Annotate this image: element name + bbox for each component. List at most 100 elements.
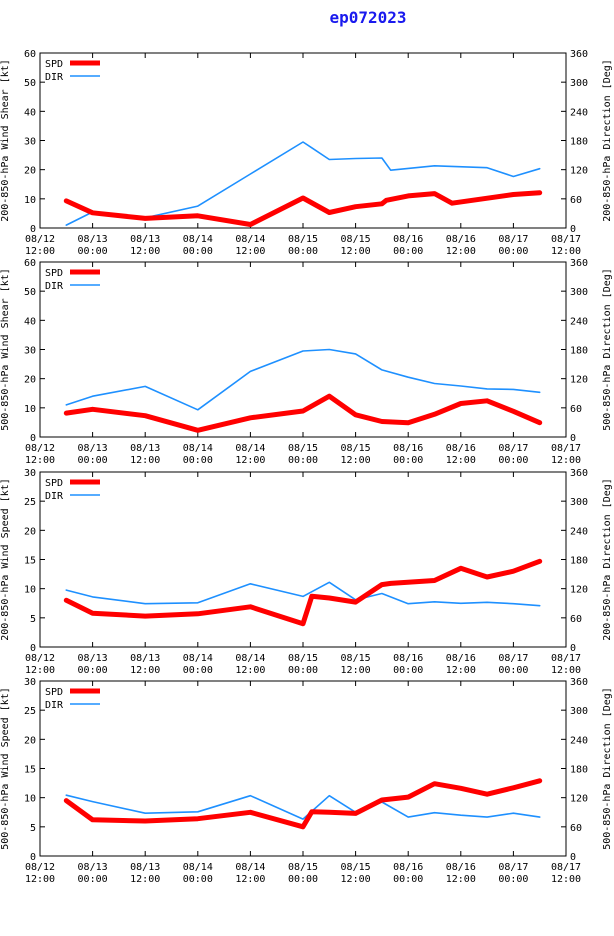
x-tick-label: 08/16 [446, 653, 476, 664]
dir-series-line [65, 141, 541, 226]
x-tick-label: 08/13 [78, 234, 108, 245]
x-tick-label: 12:00 [446, 246, 476, 257]
y2-tick-label: 300 [570, 287, 588, 298]
x-tick-label: 08/13 [78, 862, 108, 873]
y2-tick-label: 120 [570, 585, 588, 596]
legend-label-spd: SPD [45, 59, 63, 70]
y2-tick-label: 360 [570, 49, 588, 60]
y-tick-label: 30 [24, 346, 36, 357]
x-tick-label: 12:00 [130, 665, 160, 676]
x-tick-label: 08/14 [235, 443, 265, 454]
x-tick-label: 08/17 [498, 443, 528, 454]
y-tick-label: 5 [30, 823, 36, 834]
x-tick-label: 12:00 [25, 874, 55, 885]
x-tick-label: 08/16 [446, 862, 476, 873]
x-tick-label: 08/15 [288, 862, 318, 873]
y-tick-label: 10 [24, 585, 36, 596]
x-tick-label: 12:00 [25, 246, 55, 257]
plot-frame [39, 52, 567, 229]
y-axis-label: 200-850-hPa Wind Shear [kt] [0, 59, 11, 222]
x-tick-label: 08/15 [341, 443, 371, 454]
y-tick-label: 15 [24, 556, 36, 567]
x-tick-label: 08/15 [288, 653, 318, 664]
x-tick-label: 12:00 [551, 874, 581, 885]
y2-tick-label: 240 [570, 735, 588, 746]
y2-tick-label: 240 [570, 316, 588, 327]
x-tick-label: 00:00 [183, 455, 213, 466]
x-tick-label: 08/14 [183, 862, 213, 873]
legend-label-dir: DIR [45, 72, 64, 83]
x-tick-label: 08/12 [25, 653, 55, 664]
x-tick-label: 12:00 [130, 246, 160, 257]
x-tick-label: 12:00 [341, 665, 371, 676]
x-tick-label: 08/13 [78, 653, 108, 664]
x-tick-label: 08/17 [498, 234, 528, 245]
y2-tick-label: 180 [570, 765, 588, 776]
x-tick-label: 08/14 [183, 234, 213, 245]
x-tick-label: 08/17 [551, 653, 581, 664]
x-tick-label: 12:00 [235, 665, 265, 676]
x-tick-label: 08/15 [288, 443, 318, 454]
x-tick-label: 08/13 [130, 653, 160, 664]
x-tick-label: 00:00 [78, 665, 108, 676]
y-tick-label: 40 [24, 316, 36, 327]
x-tick-label: 00:00 [288, 874, 318, 885]
y-tick-label: 10 [24, 794, 36, 805]
x-tick-label: 12:00 [235, 246, 265, 257]
y-tick-label: 20 [24, 526, 36, 537]
x-tick-label: 00:00 [498, 246, 528, 257]
x-tick-label: 08/13 [78, 443, 108, 454]
legend-label-dir: DIR [45, 491, 64, 502]
x-tick-label: 12:00 [25, 455, 55, 466]
x-tick-label: 08/14 [235, 234, 265, 245]
y2-tick-label: 120 [570, 166, 588, 177]
x-tick-label: 00:00 [498, 665, 528, 676]
y-tick-label: 5 [30, 614, 36, 625]
legend-label-dir: DIR [45, 700, 64, 711]
y-tick-label: 0 [30, 852, 36, 863]
x-tick-label: 08/15 [288, 234, 318, 245]
y2-tick-label: 60 [570, 404, 582, 415]
x-tick-label: 08/17 [551, 443, 581, 454]
y-tick-label: 40 [24, 107, 36, 118]
dir-series-line [65, 348, 541, 411]
x-tick-label: 08/16 [393, 234, 423, 245]
x-tick-label: 08/15 [341, 234, 371, 245]
x-tick-label: 12:00 [446, 874, 476, 885]
y-tick-label: 25 [24, 706, 36, 717]
x-tick-label: 08/12 [25, 443, 55, 454]
y2-tick-label: 60 [570, 823, 582, 834]
x-tick-label: 12:00 [235, 455, 265, 466]
y2-tick-label: 360 [570, 677, 588, 688]
y-tick-label: 20 [24, 166, 36, 177]
y2-axis-label: 200-850-hPa Direction [Deg] [602, 59, 613, 222]
y2-tick-label: 300 [570, 706, 588, 717]
spd-series-line [63, 778, 543, 830]
x-tick-label: 08/16 [393, 653, 423, 664]
x-tick-label: 12:00 [551, 455, 581, 466]
x-tick-label: 12:00 [341, 874, 371, 885]
x-tick-label: 12:00 [446, 665, 476, 676]
y2-tick-label: 360 [570, 468, 588, 479]
x-tick-label: 00:00 [393, 246, 423, 257]
x-tick-label: 08/17 [551, 862, 581, 873]
spd-series-line [63, 393, 543, 433]
x-tick-label: 00:00 [288, 246, 318, 257]
x-tick-label: 08/15 [341, 862, 371, 873]
x-tick-label: 12:00 [551, 246, 581, 257]
y-tick-label: 60 [24, 49, 36, 60]
x-tick-label: 12:00 [341, 455, 371, 466]
y-tick-label: 30 [24, 468, 36, 479]
x-tick-label: 00:00 [393, 874, 423, 885]
y2-tick-label: 180 [570, 346, 588, 357]
y-tick-label: 25 [24, 497, 36, 508]
y2-tick-label: 240 [570, 526, 588, 537]
x-tick-label: 00:00 [288, 455, 318, 466]
spd-series-line [63, 190, 543, 227]
x-tick-label: 08/17 [498, 653, 528, 664]
x-tick-label: 08/14 [183, 443, 213, 454]
y2-tick-label: 120 [570, 375, 588, 386]
y-tick-label: 20 [24, 735, 36, 746]
y-axis-label: 500-850-hPa Wind Shear [kt] [0, 268, 11, 431]
y2-axis-label: 200-850-hPa Direction [Deg] [602, 478, 613, 641]
